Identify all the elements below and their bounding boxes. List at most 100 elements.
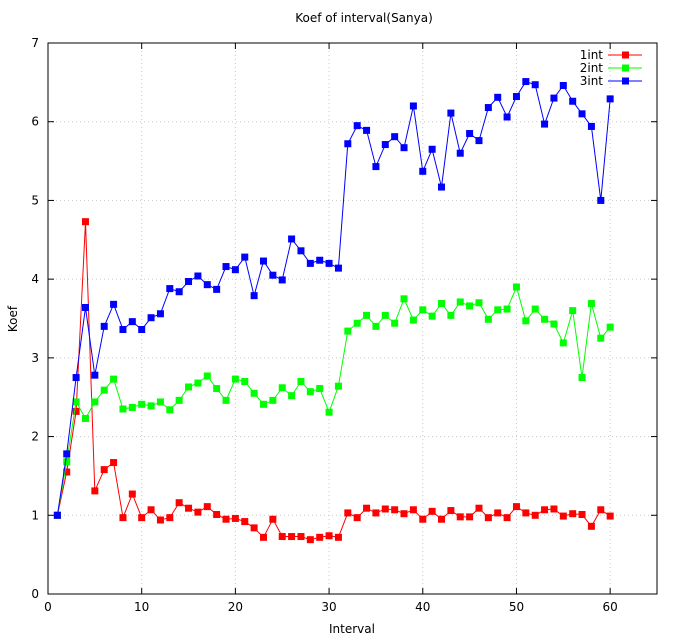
data-point bbox=[541, 506, 549, 514]
data-point bbox=[541, 120, 549, 128]
data-point bbox=[353, 319, 361, 327]
data-point bbox=[231, 375, 239, 383]
data-point bbox=[334, 382, 342, 390]
data-point bbox=[288, 235, 296, 243]
y-tick-label: 5 bbox=[31, 193, 39, 207]
data-point bbox=[400, 295, 408, 303]
data-point bbox=[128, 490, 136, 498]
data-point bbox=[316, 385, 324, 393]
data-point bbox=[194, 379, 202, 387]
data-point bbox=[156, 398, 164, 406]
legend-marker bbox=[622, 77, 629, 85]
data-point bbox=[503, 514, 511, 522]
data-point bbox=[222, 396, 230, 404]
data-point bbox=[334, 264, 342, 272]
data-point bbox=[100, 386, 108, 394]
data-point bbox=[156, 516, 164, 524]
data-point bbox=[269, 396, 277, 404]
data-point bbox=[110, 375, 118, 383]
data-point bbox=[597, 506, 605, 514]
axis-ticks: 0 10 20 30 40 50 60 0 1 2 3 4 5 6 7 bbox=[31, 36, 657, 614]
data-point bbox=[297, 247, 305, 255]
data-point bbox=[587, 522, 595, 530]
data-point bbox=[138, 326, 146, 334]
data-point bbox=[531, 511, 539, 519]
x-tick-label: 30 bbox=[321, 600, 336, 614]
data-point bbox=[91, 371, 99, 379]
data-point bbox=[250, 389, 258, 397]
data-point bbox=[306, 536, 314, 544]
y-tick-label: 6 bbox=[31, 115, 39, 129]
data-point bbox=[278, 533, 286, 541]
data-point bbox=[166, 285, 174, 293]
legend-marker bbox=[622, 51, 629, 59]
plot-frame bbox=[47, 42, 658, 595]
data-point bbox=[475, 504, 483, 512]
data-point bbox=[391, 133, 399, 141]
data-point bbox=[456, 149, 464, 157]
data-point bbox=[119, 514, 127, 522]
data-point bbox=[269, 271, 277, 279]
data-point bbox=[419, 167, 427, 175]
data-point bbox=[559, 512, 567, 520]
data-point bbox=[231, 266, 239, 274]
data-point bbox=[128, 318, 136, 326]
data-point bbox=[72, 407, 80, 415]
data-point bbox=[559, 82, 567, 90]
data-point bbox=[466, 513, 474, 521]
data-point bbox=[391, 506, 399, 514]
data-point bbox=[372, 509, 380, 517]
data-point bbox=[475, 299, 483, 307]
data-point bbox=[119, 405, 127, 413]
data-point bbox=[494, 509, 502, 517]
data-point bbox=[419, 515, 427, 523]
x-tick-label: 20 bbox=[228, 600, 243, 614]
data-point bbox=[231, 514, 239, 522]
data-point bbox=[447, 311, 455, 319]
series-1int bbox=[53, 218, 614, 544]
data-point bbox=[100, 322, 108, 330]
data-point bbox=[259, 533, 267, 541]
x-tick-label: 50 bbox=[509, 600, 524, 614]
data-point bbox=[484, 104, 492, 112]
legend-label: 2int bbox=[580, 61, 604, 75]
data-point bbox=[278, 276, 286, 284]
data-point bbox=[344, 327, 352, 335]
data-point bbox=[81, 414, 89, 422]
data-point bbox=[185, 278, 193, 286]
data-point bbox=[475, 137, 483, 145]
data-point bbox=[381, 311, 389, 319]
data-point bbox=[306, 259, 314, 267]
data-point bbox=[391, 319, 399, 327]
legend-label: 3int bbox=[580, 74, 604, 88]
data-point bbox=[203, 372, 211, 380]
data-point bbox=[297, 377, 305, 385]
data-point bbox=[363, 311, 371, 319]
data-point bbox=[316, 256, 324, 264]
data-point bbox=[419, 306, 427, 314]
data-point bbox=[503, 113, 511, 121]
data-point bbox=[531, 305, 539, 313]
data-point bbox=[278, 384, 286, 392]
data-point bbox=[409, 506, 417, 514]
data-point bbox=[166, 514, 174, 522]
data-point bbox=[306, 388, 314, 396]
data-point bbox=[512, 93, 520, 101]
data-point bbox=[128, 403, 136, 411]
x-tick-label: 40 bbox=[415, 600, 430, 614]
data-point bbox=[344, 509, 352, 517]
data-point bbox=[409, 102, 417, 110]
data-point bbox=[241, 518, 249, 526]
data-point bbox=[428, 507, 436, 515]
data-point bbox=[466, 130, 474, 138]
data-point bbox=[466, 302, 474, 310]
data-point bbox=[81, 303, 89, 311]
data-point bbox=[325, 408, 333, 416]
data-point bbox=[400, 144, 408, 152]
data-point bbox=[241, 253, 249, 261]
data-point bbox=[213, 510, 221, 518]
data-point bbox=[110, 459, 118, 467]
data-point bbox=[288, 392, 296, 400]
data-point bbox=[147, 402, 155, 410]
data-point bbox=[531, 81, 539, 89]
